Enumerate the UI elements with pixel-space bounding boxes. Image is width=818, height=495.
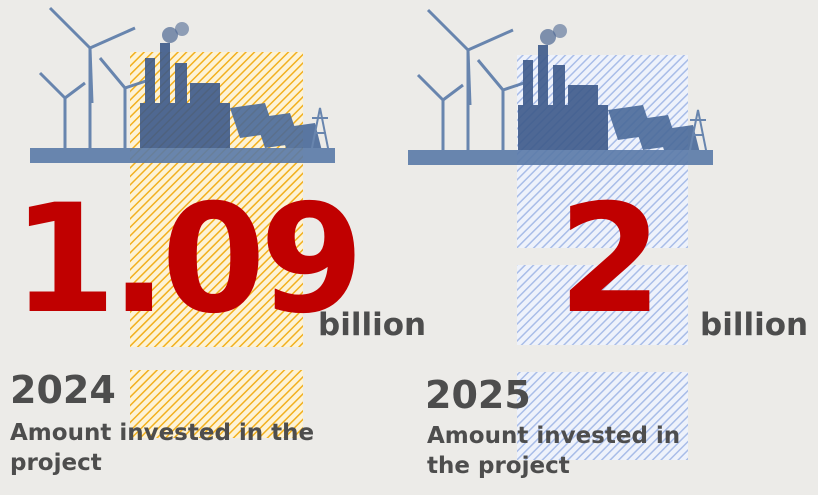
- amount: 1.09: [12, 173, 364, 347]
- caption: Amount invested in the project: [10, 420, 315, 476]
- hatch-block: [517, 265, 688, 345]
- year: 2024: [10, 368, 116, 412]
- year: 2025: [425, 373, 531, 417]
- caption: Amount invested in the project: [427, 423, 681, 479]
- unit: billion: [700, 307, 809, 343]
- hatch-block: [130, 370, 303, 438]
- unit: billion: [318, 307, 427, 343]
- amount: 2: [558, 173, 662, 347]
- hatch-block: [517, 372, 688, 460]
